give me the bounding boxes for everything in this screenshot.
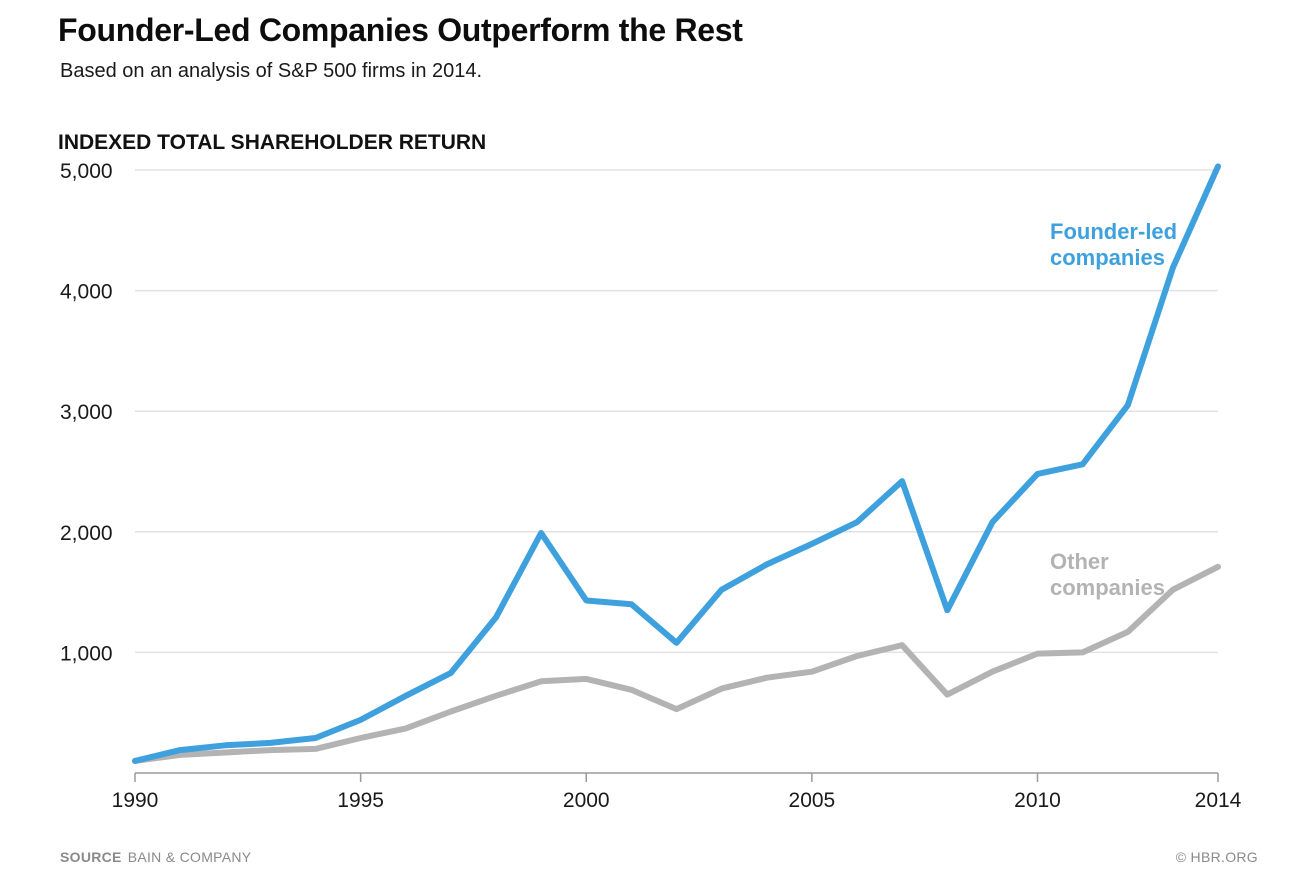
series-label-line: companies [1050, 245, 1165, 270]
y-axis-title: INDEXED TOTAL SHAREHOLDER RETURN [58, 131, 486, 154]
source-label: SOURCE [60, 849, 122, 865]
x-tick-label: 2014 [1195, 789, 1242, 812]
series-line-other-companies [132, 563, 1221, 764]
chart-title: Founder-Led Companies Outperform the Res… [58, 12, 743, 48]
chart-subtitle: Based on an analysis of S&P 500 firms in… [60, 60, 483, 82]
x-tick-label: 1990 [112, 789, 159, 812]
copyright-credit: © HBR.ORG [1175, 849, 1258, 865]
y-tick-label: 1,000 [60, 642, 113, 665]
y-tick-label: 5,000 [60, 160, 113, 183]
y-tick-label: 3,000 [60, 401, 113, 424]
x-axis [134, 772, 1219, 782]
series-label-line: companies [1050, 575, 1165, 600]
series-label-founder-led-companies: Founder-led companies [1050, 219, 1177, 270]
x-tick-label: 2005 [789, 789, 836, 812]
x-axis-tick-labels: 1990 1995 2000 2005 2010 2014 [112, 789, 1242, 812]
x-tick-label: 2010 [1014, 789, 1061, 812]
x-tick-label: 2000 [563, 789, 610, 812]
source-note: SOURCE BAIN & COMPANY [60, 849, 251, 865]
y-axis-tick-labels: 1,000 2,000 3,000 4,000 5,000 [60, 160, 113, 665]
x-tick-label: 1995 [337, 789, 384, 812]
source-value: BAIN & COMPANY [127, 849, 252, 865]
y-tick-label: 2,000 [60, 522, 113, 545]
series-label-other-companies: Other companies [1050, 549, 1165, 600]
series-lines [132, 163, 1221, 764]
series-line-founder-led-companies [132, 163, 1221, 764]
series-label-line: Founder-led [1050, 219, 1177, 244]
y-tick-label: 4,000 [60, 281, 113, 304]
series-label-line: Other [1050, 549, 1109, 574]
